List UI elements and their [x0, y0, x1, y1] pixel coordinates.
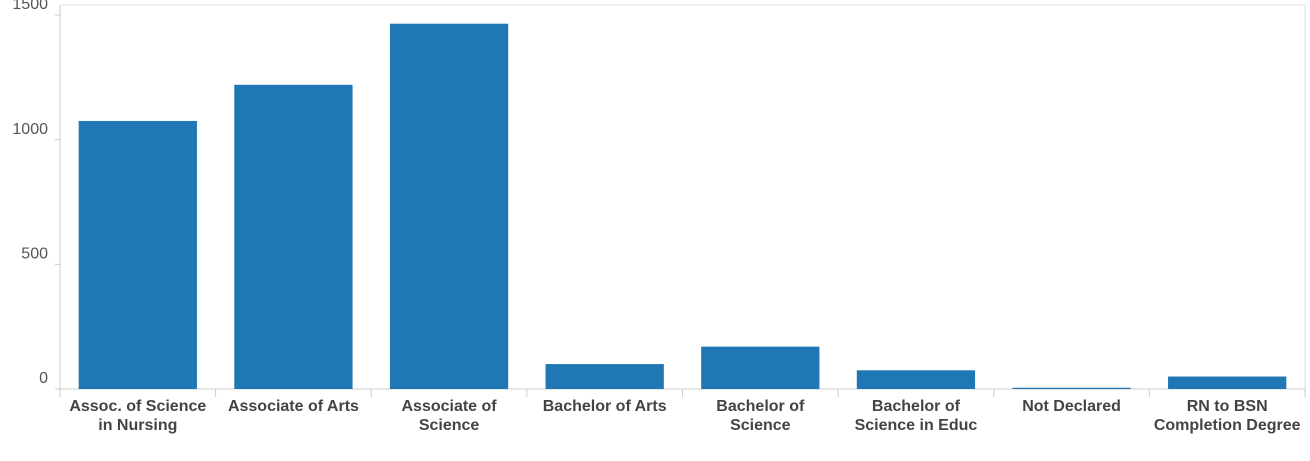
bar [78, 120, 197, 389]
bar [234, 84, 353, 389]
x-tick-label: Assoc. of Science in Nursing [69, 398, 207, 434]
y-tick-label: 1500 [12, 0, 48, 13]
y-tick-label: 500 [21, 246, 48, 263]
x-tick-label: Bachelor of Science [716, 398, 805, 434]
y-tick-label: 1000 [12, 121, 48, 138]
x-tick-label: Not Declared [1022, 398, 1121, 415]
x-tick-label: RN to BSN Completion Degree [1153, 398, 1301, 434]
bar [389, 23, 509, 390]
x-tick-label: Bachelor of Arts [542, 398, 667, 415]
y-tick-label: 0 [39, 370, 48, 387]
bar [1012, 387, 1131, 389]
bar [1168, 376, 1287, 389]
x-tick-label: Associate of Science [401, 398, 497, 434]
bar [856, 370, 976, 389]
bar [701, 346, 820, 389]
x-tick-label: Associate of Arts [227, 398, 359, 415]
bar [545, 364, 664, 389]
x-tick-label: Bachelor of Science in Educ [854, 398, 978, 434]
